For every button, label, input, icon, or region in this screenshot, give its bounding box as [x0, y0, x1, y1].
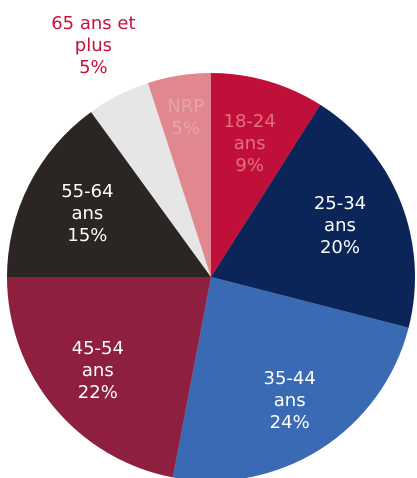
- pie-slice: [172, 277, 409, 478]
- value-label: 20%: [319, 236, 360, 258]
- pie-slice: [211, 73, 321, 277]
- category-label: NRP: [167, 95, 205, 117]
- value-label: 22%: [77, 381, 118, 403]
- value-label: 5%: [171, 117, 201, 139]
- category-label: 45-54 ans: [71, 337, 124, 381]
- pie-slice: [7, 111, 211, 277]
- slice-label: NRP 5%: [150, 96, 222, 140]
- slice-label: 55-64 ans 15%: [51, 181, 123, 247]
- slice-label: 65 ans et plus 5%: [33, 13, 153, 79]
- slice-label: 25-34 ans 20%: [304, 193, 376, 259]
- slice-label: 18-24 ans 9%: [214, 111, 286, 177]
- pie-slice: [91, 82, 211, 278]
- category-label: 55-64 ans: [61, 181, 114, 225]
- value-label: 9%: [235, 154, 264, 176]
- category-label: 65 ans et plus: [51, 13, 136, 57]
- category-label: 18-24 ans: [223, 110, 276, 154]
- category-label: 35-44 ans: [263, 368, 316, 411]
- pie-slice: [147, 73, 211, 277]
- category-label: 25-34 ans: [313, 192, 367, 236]
- pie-slice: [7, 277, 211, 478]
- value-label: 15%: [67, 225, 108, 247]
- value-label: 24%: [269, 412, 310, 433]
- pie-slice: [211, 104, 415, 328]
- value-label: 5%: [79, 57, 108, 79]
- slice-label: 35-44 ans 24%: [254, 368, 326, 434]
- slice-label: 45-54 ans 22%: [62, 338, 134, 404]
